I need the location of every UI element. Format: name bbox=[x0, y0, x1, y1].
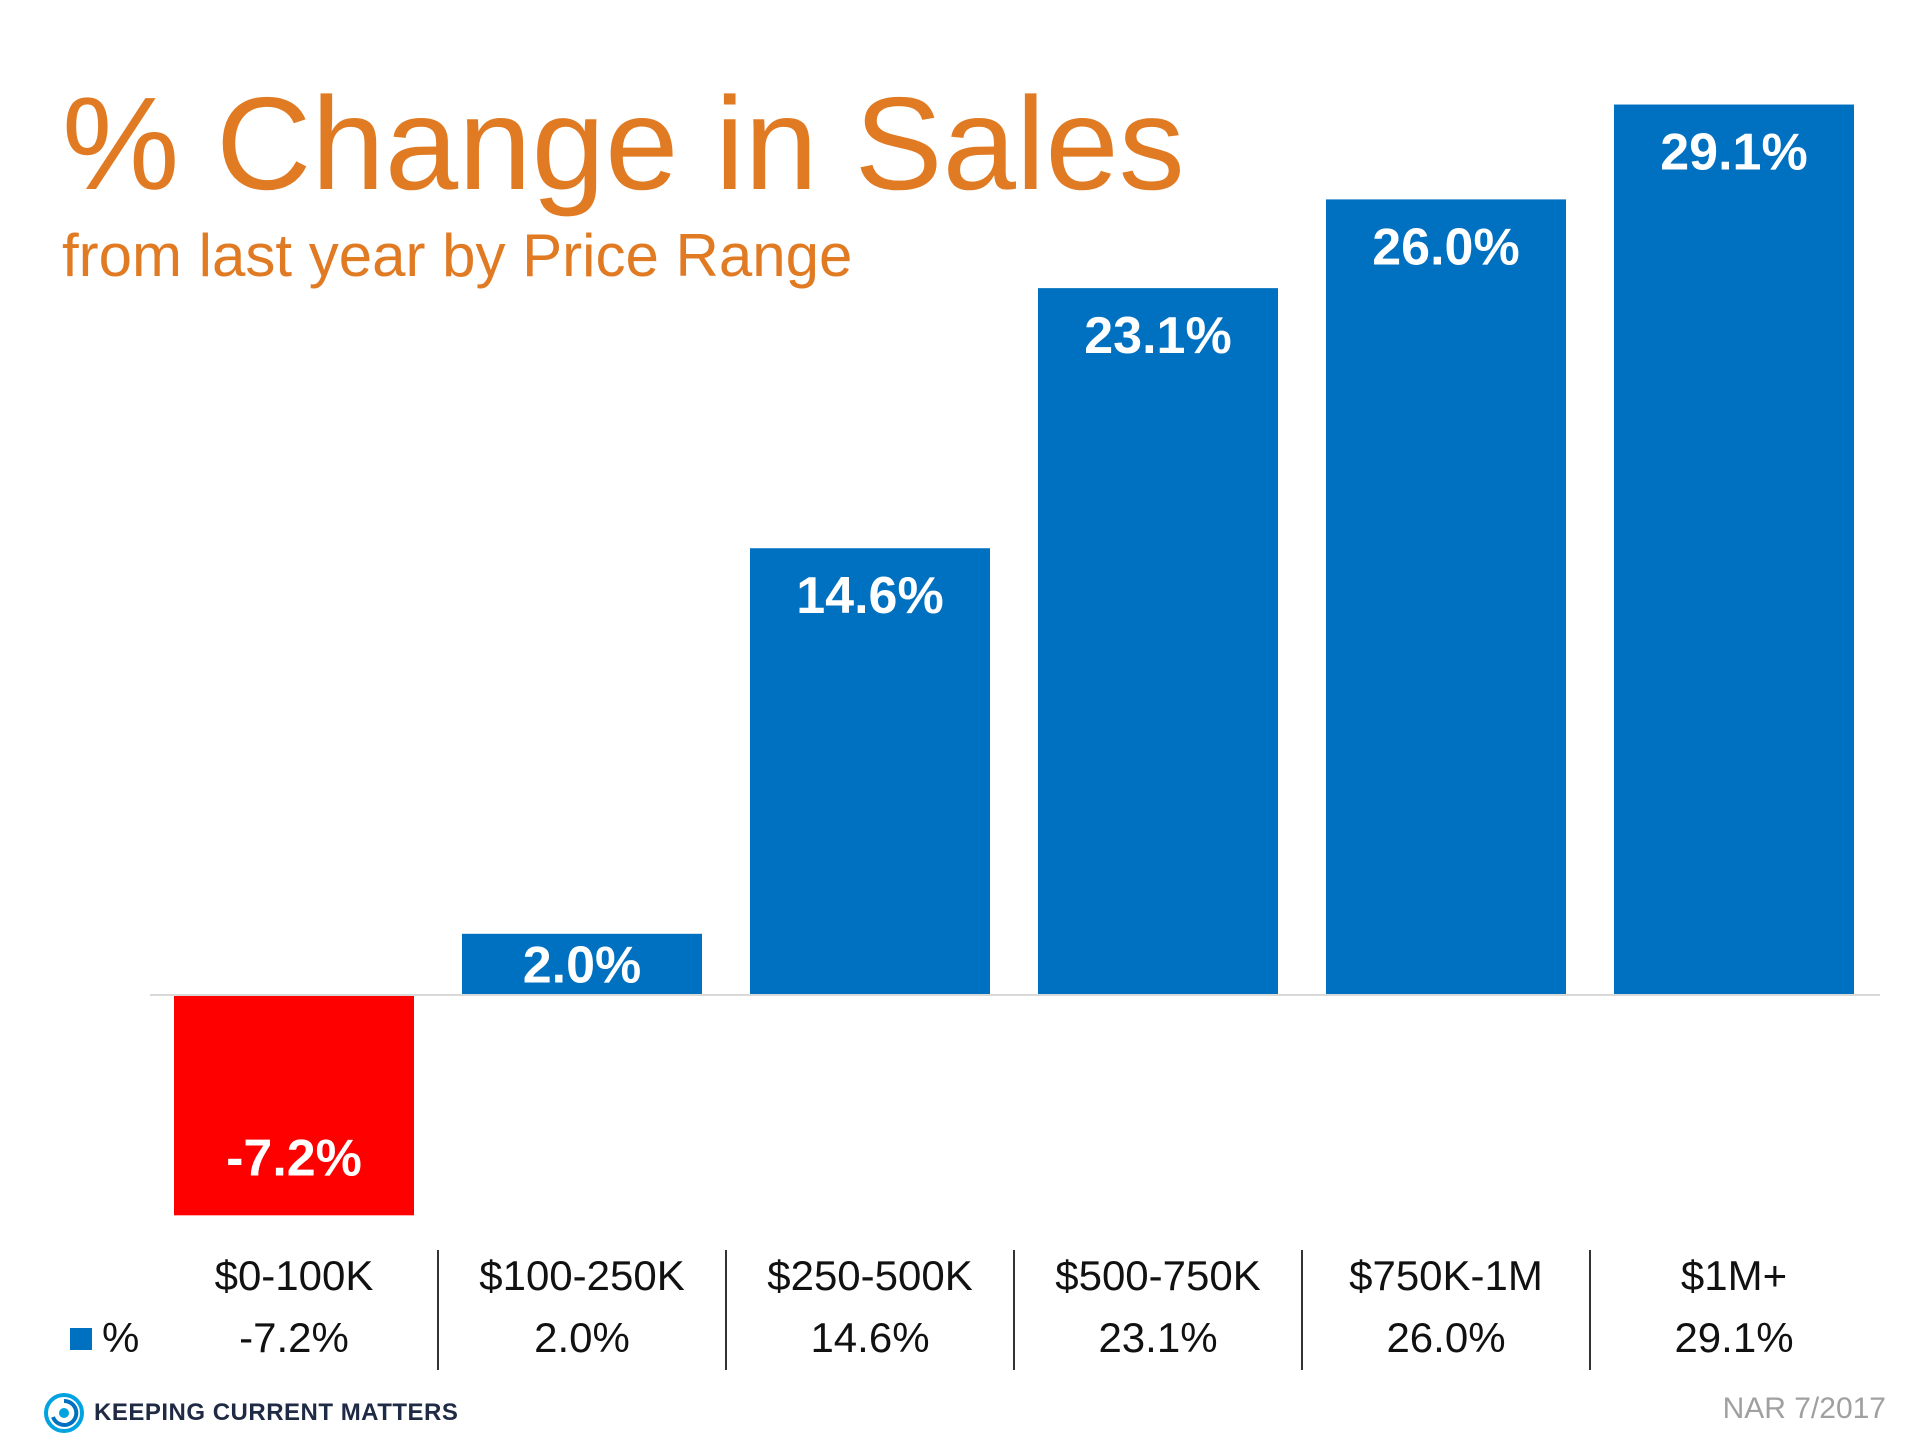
table-value-3: 23.1% bbox=[1098, 1314, 1217, 1361]
category-label-3: $500-750K bbox=[1055, 1252, 1261, 1299]
category-label-5: $1M+ bbox=[1681, 1252, 1787, 1299]
logo-text: KEEPING CURRENT MATTERS bbox=[94, 1399, 459, 1426]
table-value-4: 26.0% bbox=[1386, 1314, 1505, 1361]
table-value-0: -7.2% bbox=[239, 1314, 349, 1361]
category-label-4: $750K-1M bbox=[1349, 1252, 1543, 1299]
table-value-2: 14.6% bbox=[810, 1314, 929, 1361]
brand-logo: KEEPING CURRENT MATTERS bbox=[44, 1391, 458, 1435]
bar-data-label-1: 2.0% bbox=[523, 936, 642, 994]
table-value-5: 29.1% bbox=[1674, 1314, 1793, 1361]
bar-5 bbox=[1614, 104, 1854, 996]
bar-4 bbox=[1326, 199, 1566, 995]
bar-3 bbox=[1038, 288, 1278, 995]
category-label-1: $100-250K bbox=[479, 1252, 685, 1299]
category-label-2: $250-500K bbox=[767, 1252, 973, 1299]
legend-label: % bbox=[102, 1314, 139, 1361]
bar-data-label-3: 23.1% bbox=[1084, 307, 1231, 365]
bars-group: -7.2% 2.0% 14.6% 23.1% 26.0% 29.1% bbox=[174, 104, 1854, 1216]
chart-subtitle: from last year by Price Range bbox=[62, 222, 853, 289]
table-value-1: 2.0% bbox=[534, 1314, 630, 1361]
bar-0 bbox=[174, 995, 414, 1216]
bar-data-label-0: -7.2% bbox=[226, 1129, 362, 1187]
bar-chart: -7.2% 2.0% 14.6% 23.1% 26.0% 29.1% $0-100K -7.… bbox=[70, 104, 1880, 1370]
swirl-icon bbox=[44, 1393, 84, 1433]
bar-2 bbox=[750, 548, 990, 995]
legend-swatch bbox=[70, 1328, 92, 1350]
bar-data-label-5: 29.1% bbox=[1660, 124, 1807, 182]
bar-1 bbox=[462, 933, 702, 995]
data-table: $0-100K -7.2% $100-250K 2.0% $250-500K 14.6% $… bbox=[70, 1250, 1794, 1370]
source-note: NAR 7/2017 bbox=[1722, 1392, 1886, 1425]
chart-title: % Change in Sales bbox=[62, 70, 1185, 217]
bar-data-label-4: 26.0% bbox=[1372, 218, 1519, 276]
bar-data-label-2: 14.6% bbox=[796, 567, 943, 625]
category-label-0: $0-100K bbox=[215, 1252, 374, 1299]
